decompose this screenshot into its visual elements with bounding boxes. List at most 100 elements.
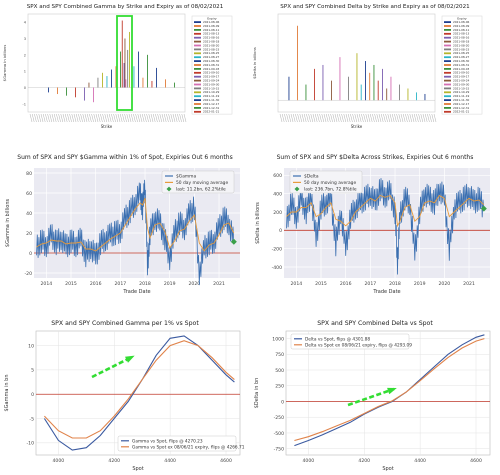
- x-tick-mark: [170, 113, 173, 123]
- x-tick-label: 2021: [463, 281, 475, 287]
- x-tick-mark: [337, 113, 340, 123]
- x-tick-mark: [389, 113, 393, 123]
- legend-entry: 2021-09-30: [203, 82, 219, 86]
- legend-marker: [294, 186, 300, 192]
- bar: [424, 93, 426, 101]
- chart-delta-vs-spot: SPX and SPY Combined Delta vs Spot -750 -5…: [254, 320, 491, 472]
- series-line-main: [286, 178, 485, 275]
- legend-swatch: [194, 95, 201, 98]
- legend-entry: 2021-08-16: [203, 36, 219, 40]
- x-tick-mark: [414, 113, 417, 123]
- x-tick-mark: [392, 113, 395, 123]
- legend-entry: last: 236.7bn, 72.8%tile: [304, 186, 357, 192]
- legend-swatch: [194, 21, 201, 23]
- legend-entry: 2021-08-11: [203, 28, 219, 32]
- x-tick-mark: [315, 113, 318, 123]
- legend-entry: 2021-08-25: [203, 51, 219, 55]
- legend-entry: 2021-09-03: [203, 67, 219, 71]
- legend-swatch: [194, 99, 201, 101]
- legend-entry: 2021-11-19: [453, 94, 469, 98]
- bar: [174, 82, 175, 88]
- y-tick-label: 0: [29, 251, 32, 257]
- x-tick-mark: [286, 113, 289, 123]
- legend-swatch: [194, 56, 201, 59]
- legend-swatch: [194, 110, 201, 113]
- x-tick-mark: [179, 113, 182, 123]
- bar: [288, 76, 290, 101]
- x-tick-mark: [137, 113, 140, 123]
- x-tick-label: 2015: [315, 281, 327, 287]
- legend-entry: 2021-09-17: [453, 75, 469, 79]
- y-tick-label: 0: [24, 86, 27, 90]
- x-tick-mark: [32, 113, 35, 123]
- x-tick-mark: [100, 113, 103, 123]
- legend-entry: 2021-10-15: [203, 86, 219, 90]
- x-tick-label: 2021: [213, 281, 225, 287]
- y-axis-label: $Delta in billions: [252, 47, 257, 79]
- x-tick-mark: [288, 113, 291, 123]
- last-point-marker: [480, 205, 487, 212]
- x-tick-mark: [398, 113, 401, 123]
- legend-swatch: [444, 95, 451, 98]
- bar: [416, 92, 417, 101]
- bar: [156, 67, 157, 88]
- bar: [305, 84, 307, 101]
- x-axis-label: Spot: [382, 466, 393, 472]
- x-tick-mark: [87, 113, 90, 123]
- x-tick-mark: [177, 113, 180, 123]
- legend-entry: 2021-08-06: [203, 20, 219, 24]
- legend-swatch: [444, 68, 451, 70]
- legend-entry: 2022-01-21: [203, 110, 219, 114]
- x-tick-mark: [43, 113, 46, 123]
- x-tick-mark: [58, 113, 61, 123]
- x-tick-mark: [93, 113, 96, 123]
- x-tick-mark: [319, 113, 322, 123]
- annotation-arrowhead: [387, 387, 397, 395]
- annotation-arrow: [347, 387, 395, 407]
- x-tick-mark: [306, 113, 309, 123]
- x-tick-label: 4000: [303, 458, 315, 464]
- y-tick-label: 40: [26, 211, 32, 217]
- plot-area: [27, 13, 186, 113]
- x-tick-mark: [56, 113, 59, 123]
- legend-box: [161, 170, 235, 194]
- legend-title: Expiry: [457, 17, 467, 21]
- x-tick-mark: [367, 113, 371, 123]
- legend-swatch: [194, 48, 201, 51]
- y-axis-label: $Delta in billions: [255, 202, 261, 244]
- x-tick-mark: [111, 113, 114, 123]
- chart-gamma-timeseries: Sum of SPX and SPY $Gamma within 1% of S…: [5, 154, 240, 295]
- legend-swatch: [444, 79, 451, 82]
- legend-entry: 2021-08-27: [203, 55, 219, 59]
- chart-delta-timeseries: Sum of SPX and SPY $Delta Across Strikes…: [255, 154, 490, 295]
- y-tick-label: -500: [274, 431, 285, 437]
- bar: [339, 57, 341, 101]
- x-tick-mark: [102, 113, 105, 123]
- x-tick-mark: [84, 113, 88, 123]
- bar: [360, 84, 362, 101]
- x-tick-mark: [299, 113, 302, 123]
- y-tick-label: 80: [26, 171, 32, 177]
- bar: [124, 38, 126, 88]
- legend-swatch: [444, 99, 451, 101]
- annotation-arrowhead: [125, 355, 135, 363]
- plot-area: [35, 330, 241, 456]
- legend-entry: 50 day moving average: [176, 180, 228, 186]
- y-axis-label: $Gamma in billions: [2, 45, 7, 82]
- x-tick-mark: [45, 113, 48, 123]
- legend-entry: $Delta: [304, 174, 319, 180]
- y-tick-label: 500: [275, 368, 284, 374]
- x-tick-mark: [308, 113, 311, 123]
- x-tick-mark: [365, 113, 368, 123]
- y-tick-label: 750: [275, 352, 284, 358]
- x-tick-label: 2018: [389, 281, 401, 287]
- x-tick-label: 4000: [53, 458, 65, 464]
- x-tick-mark: [326, 113, 329, 123]
- bar: [129, 31, 130, 88]
- x-tick-mark: [297, 113, 300, 123]
- legend-entry: last: 11.2bn, 62.2%tile: [176, 186, 226, 192]
- legend-entry: Gamma vs Spot, flips @ 4270.23: [132, 438, 203, 444]
- y-tick-label: 3: [24, 37, 26, 41]
- legend-entry: 2021-10-29: [453, 90, 469, 94]
- x-tick-mark: [396, 113, 399, 123]
